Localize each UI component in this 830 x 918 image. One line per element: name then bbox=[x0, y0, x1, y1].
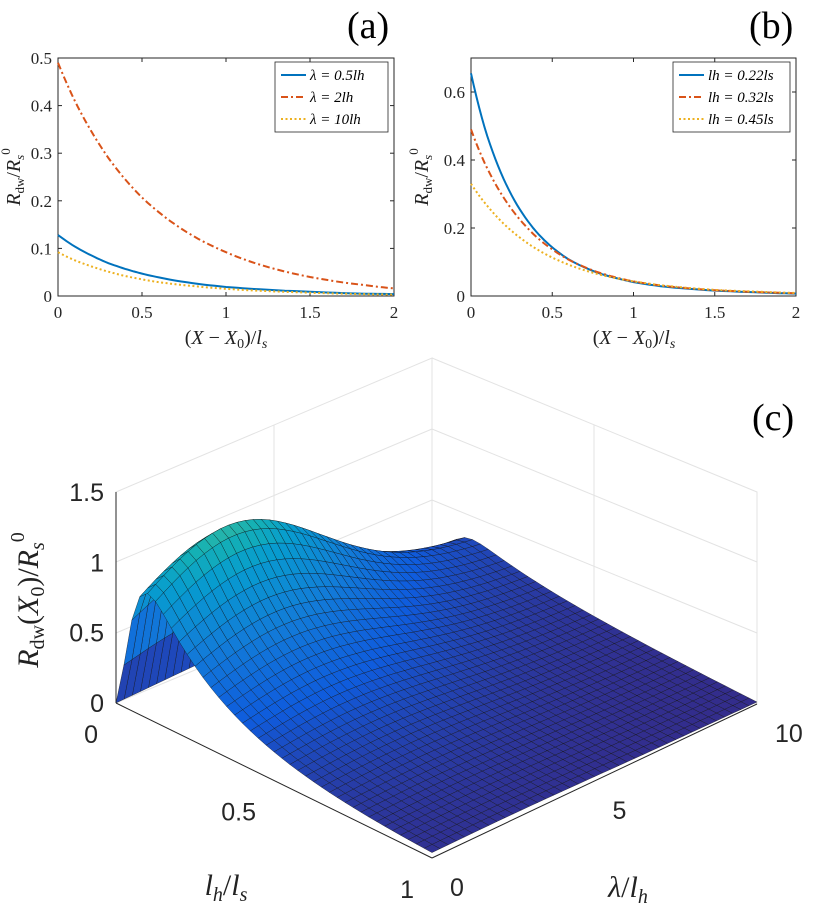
ytick-label: 0.2 bbox=[31, 192, 52, 211]
xtick-label: 1 bbox=[400, 876, 414, 904]
panel-b-series bbox=[470, 73, 797, 295]
xtick-label: 1.5 bbox=[299, 303, 320, 322]
xtick-label: 0 bbox=[84, 721, 98, 749]
panel-c-zlabel: Rdw(X0)/Rs0 bbox=[7, 532, 49, 669]
xtick-label: 0 bbox=[54, 303, 63, 322]
ytick-label: 0 bbox=[457, 287, 466, 306]
panel-a-xlabel: (X − X0)/ls bbox=[185, 327, 268, 352]
ztick-label: 1.5 bbox=[69, 479, 104, 507]
ytick-label: 0.6 bbox=[444, 83, 465, 102]
legend-entry: lh = 0.22ls bbox=[708, 68, 774, 84]
xtick-label: 0.5 bbox=[221, 799, 256, 827]
panel-a-series bbox=[57, 62, 395, 296]
ytick-label: 0.4 bbox=[31, 97, 53, 116]
xtick-label: 2 bbox=[390, 303, 399, 322]
legend-entry: lh = 0.45ls bbox=[708, 112, 774, 128]
surface-patch bbox=[423, 844, 441, 853]
series-line-2 bbox=[57, 62, 395, 290]
panel-b-xticks: 0 0.5 1 1.5 2 bbox=[467, 58, 801, 322]
ytick-label: 5 bbox=[613, 797, 627, 825]
panel-c-label: (c) bbox=[752, 397, 794, 439]
xtick-label: 0 bbox=[467, 303, 476, 322]
ytick-label: 0.1 bbox=[31, 239, 52, 258]
legend-entry: λ = 10lh bbox=[309, 112, 361, 128]
panel-b-label: (b) bbox=[749, 5, 793, 47]
ztick-label: 1 bbox=[90, 549, 104, 577]
panel-b: (b) 0 0.2 0.4 0.6 0 0.5 1 1.5 2 (X − X0)/ls Rdw… bbox=[406, 5, 800, 352]
panel-b-legend: lh = 0.22ls lh = 0.32ls lh = 0.45ls bbox=[672, 61, 791, 133]
panel-a-yticks: 0 0.1 0.2 0.3 0.4 0.5 bbox=[31, 49, 394, 306]
panel-c-ylabel: λ/lh bbox=[607, 871, 648, 908]
xtick-label: 1.5 bbox=[704, 303, 725, 322]
series-line-2 bbox=[470, 129, 797, 295]
ytick-label: 0 bbox=[450, 874, 464, 902]
legend-entry: λ = 2lh bbox=[309, 90, 353, 106]
panel-b-ylabel: Rdw/Rs0 bbox=[406, 148, 435, 206]
ytick-label: 0.5 bbox=[31, 49, 52, 68]
ytick-label: 0.4 bbox=[444, 151, 466, 170]
legend-entry: λ = 0.5lh bbox=[309, 68, 365, 84]
xtick-label: 0.5 bbox=[131, 303, 152, 322]
xtick-label: 2 bbox=[792, 303, 801, 322]
panel-a-ylabel: Rdw/Rs0 bbox=[0, 148, 27, 206]
panel-b-xlabel: (X − X0)/ls bbox=[593, 327, 676, 352]
series-line-3 bbox=[470, 183, 797, 294]
ytick-label: 10 bbox=[775, 720, 803, 748]
ytick-label: 0.3 bbox=[31, 144, 52, 163]
ztick-label: 0.5 bbox=[69, 620, 104, 648]
series-line-3 bbox=[57, 251, 395, 296]
panel-a: (a) 0 0.1 0.2 0.3 0.4 0.5 0 0.5 1 1.5 2 (X − X0)/… bbox=[0, 5, 398, 352]
xtick-label: 0.5 bbox=[542, 303, 563, 322]
panel-a-legend: λ = 0.5lh λ = 2lh λ = 10lh bbox=[274, 61, 389, 133]
ytick-label: 0 bbox=[44, 287, 53, 306]
panel-c-axes bbox=[115, 492, 758, 859]
panel-a-xticks: 0 0.5 1 1.5 2 bbox=[54, 58, 399, 322]
ytick-label: 0.2 bbox=[444, 219, 465, 238]
xtick-label: 1 bbox=[222, 303, 231, 322]
panel-b-yticks: 0 0.2 0.4 0.6 bbox=[444, 83, 796, 306]
surface-plot bbox=[115, 519, 758, 853]
legend-entry: lh = 0.32ls bbox=[708, 90, 774, 106]
panel-c-xlabel: lh/ls bbox=[205, 869, 248, 906]
xtick-label: 1 bbox=[629, 303, 638, 322]
ztick-label: 0 bbox=[90, 690, 104, 718]
panel-a-label: (a) bbox=[347, 5, 389, 47]
